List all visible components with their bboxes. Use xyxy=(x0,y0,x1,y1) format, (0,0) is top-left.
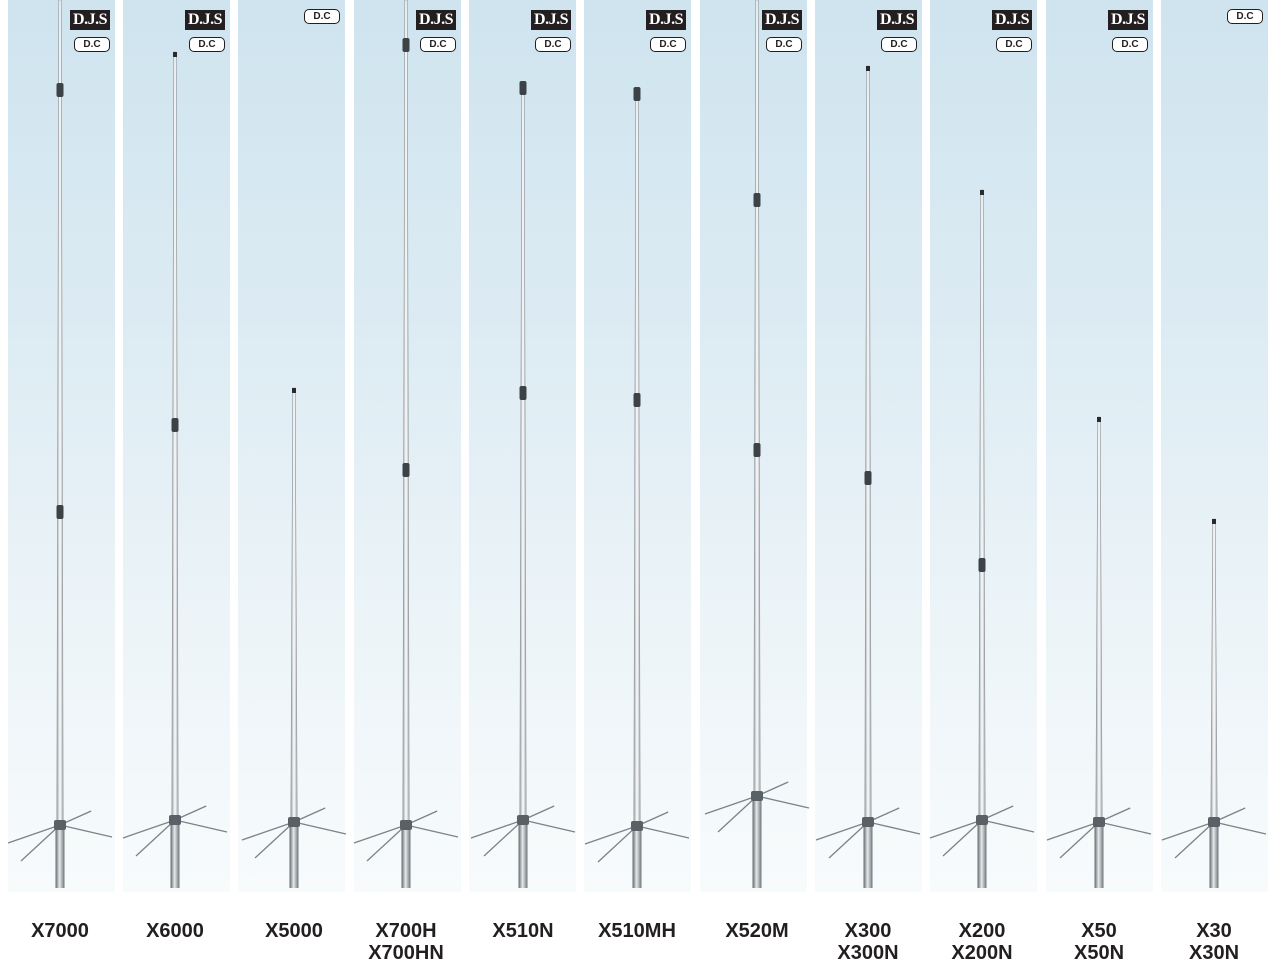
dc-badge: D.C xyxy=(766,37,802,52)
dc-badge: D.C xyxy=(1227,9,1263,24)
model-label: X510MH xyxy=(580,920,694,942)
antenna-11 xyxy=(1161,518,1267,888)
djs-badge: D.J.S xyxy=(877,10,917,30)
djs-badge: D.J.S xyxy=(992,10,1032,30)
model-label: X5000 xyxy=(237,920,351,942)
model-name: X5000 xyxy=(265,920,323,942)
model-name: X6000 xyxy=(146,920,204,942)
model-name: X30N xyxy=(1188,942,1240,964)
djs-badge: D.J.S xyxy=(1108,10,1148,30)
antenna-9 xyxy=(929,189,1035,888)
model-label: X30 X30N xyxy=(1157,920,1271,964)
model-name: X30 xyxy=(1196,920,1232,942)
model-name: X200 xyxy=(958,920,1006,942)
djs-badge: D.J.S xyxy=(185,10,225,30)
dc-badge: D.C xyxy=(996,37,1032,52)
model-name: X510N xyxy=(492,920,554,942)
dc-badge: D.C xyxy=(74,37,110,52)
model-name: X300 xyxy=(844,920,892,942)
dc-badge: D.C xyxy=(420,37,456,52)
djs-badge: D.J.S xyxy=(416,10,456,30)
antenna-6 xyxy=(584,87,690,888)
model-label: X510N xyxy=(466,920,580,942)
dc-badge: D.C xyxy=(304,9,340,24)
antenna-5 xyxy=(470,81,576,888)
antenna-3 xyxy=(241,387,347,888)
djs-badge: D.J.S xyxy=(646,10,686,30)
model-label: X300 X300N xyxy=(811,920,925,964)
model-name: X200N xyxy=(951,942,1013,964)
model-name: X700HN xyxy=(368,942,444,964)
model-name: X520M xyxy=(725,920,789,942)
model-label: X520M xyxy=(700,920,814,942)
antenna-1 xyxy=(7,0,113,888)
model-label: X700H X700HN xyxy=(349,920,463,964)
model-name: X300N xyxy=(837,942,899,964)
model-name: X510MH xyxy=(598,920,676,942)
model-name: X700H xyxy=(375,920,437,942)
dc-badge: D.C xyxy=(535,37,571,52)
model-name: X50N xyxy=(1073,942,1125,964)
model-name: X7000 xyxy=(31,920,89,942)
antenna-8 xyxy=(815,65,921,888)
djs-badge: D.J.S xyxy=(531,10,571,30)
model-label: X7000 xyxy=(3,920,117,942)
antenna-4 xyxy=(353,0,459,888)
antenna-10 xyxy=(1046,416,1152,888)
dc-badge: D.C xyxy=(189,37,225,52)
model-label: X6000 xyxy=(118,920,232,942)
model-label: X50 X50N xyxy=(1042,920,1156,964)
model-label: X200 X200N xyxy=(925,920,1039,964)
antenna-7 xyxy=(704,0,810,888)
model-name: X50 xyxy=(1081,920,1117,942)
dc-badge: D.C xyxy=(881,37,917,52)
antenna-2 xyxy=(122,51,228,888)
dc-badge: D.C xyxy=(650,37,686,52)
djs-badge: D.J.S xyxy=(70,10,110,30)
dc-badge: D.C xyxy=(1112,37,1148,52)
djs-badge: D.J.S xyxy=(762,10,802,30)
